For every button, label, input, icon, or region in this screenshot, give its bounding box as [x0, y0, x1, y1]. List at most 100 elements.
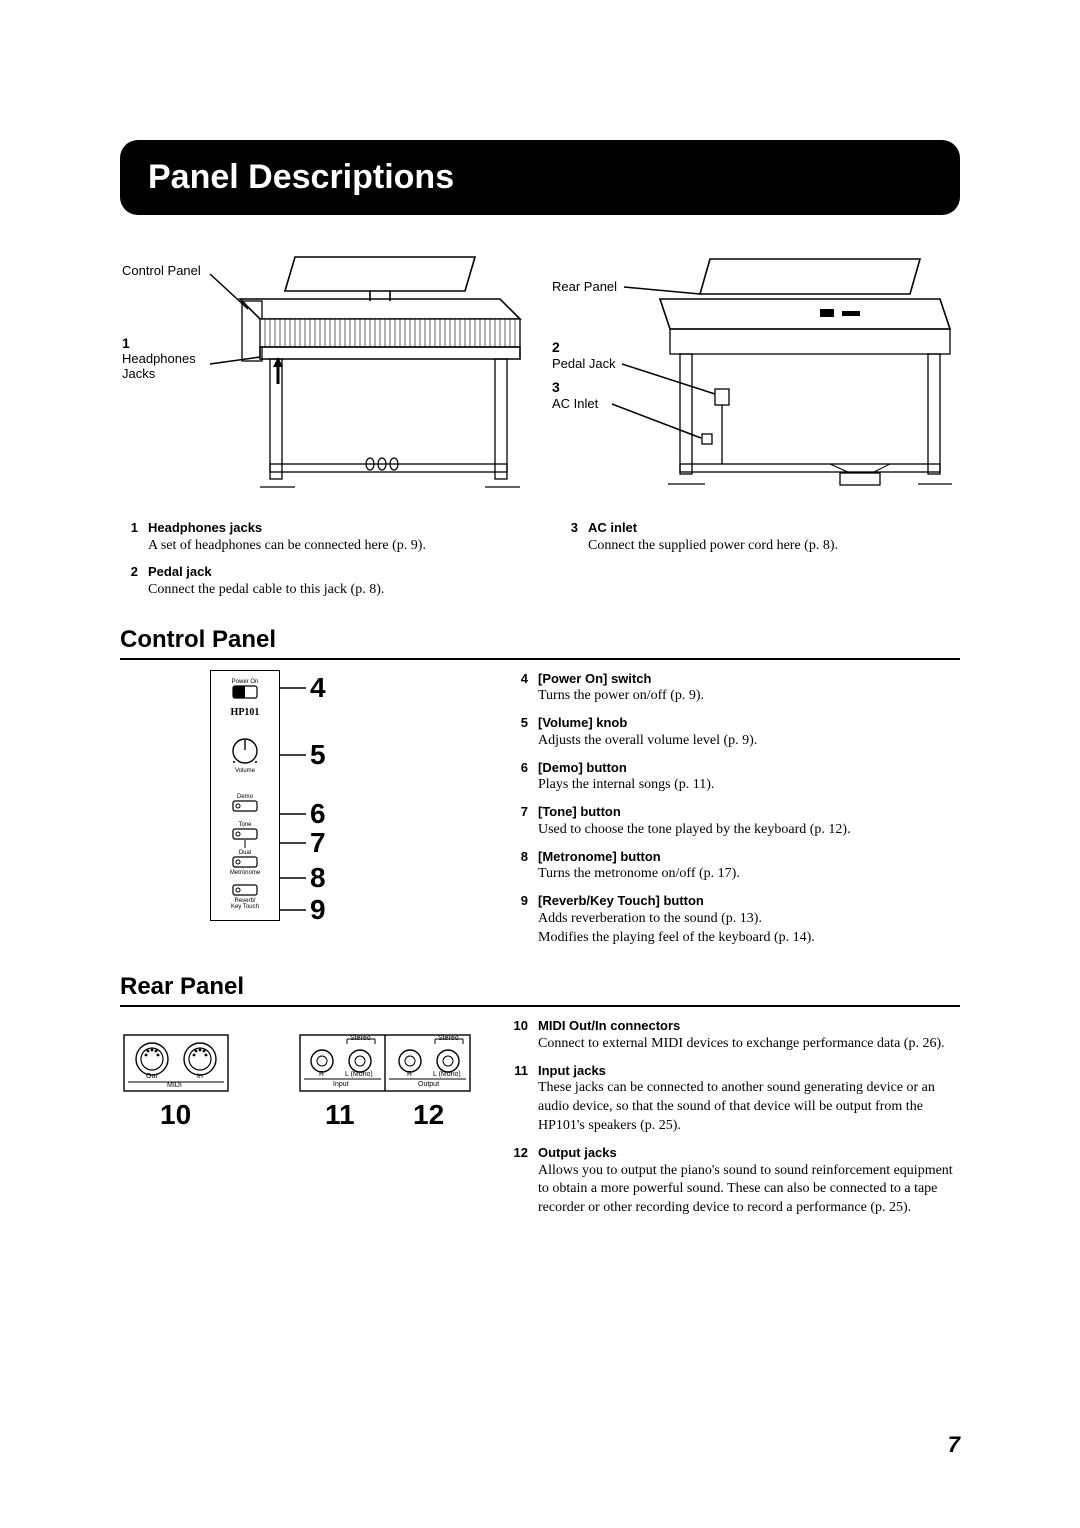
input-label: Input: [333, 1081, 349, 1088]
item-body: [Reverb/Key Touch] buttonAdds reverberat…: [538, 892, 815, 947]
control-panel-items: 4 [Power On] switchTurns the power on/off…: [510, 670, 960, 956]
item-name: [Metronome] button: [538, 848, 740, 866]
headphones-label-2: Jacks: [122, 366, 155, 381]
piano-diagrams-row: Control Panel 1 Headphones Jacks: [120, 239, 960, 509]
item-body: AC inletConnect the supplied power cord …: [588, 519, 838, 555]
midi-label: MIDI: [167, 1082, 182, 1089]
item-name: Output jacks: [538, 1144, 960, 1162]
front-piano-diagram: Control Panel 1 Headphones Jacks: [120, 239, 530, 509]
item-desc: Turns the power on/off (p. 9).: [538, 687, 704, 706]
callout-12: 12: [413, 1099, 444, 1131]
pedal-label: Pedal Jack: [552, 356, 616, 371]
list-item: 3AC inletConnect the supplied power cord…: [560, 519, 960, 555]
page-number: 7: [948, 1432, 960, 1458]
item-number: 5: [510, 714, 528, 750]
list-item: 11Input jacksThese jacks can be connecte…: [510, 1062, 960, 1136]
item-desc: Turns the metronome on/off (p. 17).: [538, 865, 740, 884]
control-panel-section: Power On HP101 Volume Demo Tone Dual Met…: [120, 670, 960, 956]
list-item: 9[Reverb/Key Touch] buttonAdds reverbera…: [510, 892, 960, 947]
callout-6: 6: [310, 798, 326, 830]
item-body: [Volume] knobAdjusts the overall volume …: [538, 714, 757, 750]
item-body: [Tone] buttonUsed to choose the tone pla…: [538, 803, 851, 839]
item-name: [Tone] button: [538, 803, 851, 821]
item-number: 6: [510, 759, 528, 795]
callout-8: 8: [310, 862, 326, 894]
callout-10: 10: [160, 1099, 191, 1131]
item-body: Headphones jacksA set of headphones can …: [148, 519, 426, 555]
rear-piano-diagram: Rear Panel 2 Pedal Jack 3 AC Inlet: [550, 239, 960, 509]
ac-label: AC Inlet: [552, 396, 598, 411]
item-name: Input jacks: [538, 1062, 960, 1080]
item-number: 10: [510, 1017, 528, 1053]
item-desc: Adjusts the overall volume level (p. 9).: [538, 732, 757, 751]
item-name: Pedal jack: [148, 563, 384, 581]
midi-in-label: In: [197, 1073, 203, 1080]
list-item: 12Output jacksAllows you to output the p…: [510, 1144, 960, 1218]
r-2: R: [407, 1071, 412, 1078]
item-name: Headphones jacks: [148, 519, 426, 537]
item-number: 4: [510, 670, 528, 706]
item-name: AC inlet: [588, 519, 838, 537]
item-desc: These jacks can be connected to another …: [538, 1079, 960, 1136]
list-item: 5 [Volume] knobAdjusts the overall volume…: [510, 714, 960, 750]
rear-panel-graphic: Out In MIDI Stereo Stereo R L (Mono) R L…: [120, 1017, 480, 1167]
item-desc: Connect to external MIDI devices to exch…: [538, 1035, 945, 1054]
stereo-1: Stereo: [350, 1035, 371, 1042]
item-number: 8: [510, 848, 528, 884]
lmono-1: L (Mono): [345, 1071, 373, 1078]
item-desc: Allows you to output the piano's sound t…: [538, 1162, 960, 1219]
item-number: 7: [510, 803, 528, 839]
r-1: R: [319, 1071, 324, 1078]
callout-11: 11: [325, 1099, 355, 1131]
notes-left-col: 1 Headphones jacksA set of headphones can…: [120, 519, 520, 608]
list-item: 6[Demo] buttonPlays the internal songs (…: [510, 759, 960, 795]
lmono-2: L (Mono): [433, 1071, 461, 1078]
model-label: HP101: [231, 707, 260, 718]
page-title-banner: Panel Descriptions: [120, 140, 960, 215]
item-body: Input jacksThese jacks can be connected …: [538, 1062, 960, 1136]
output-label: Output: [418, 1081, 439, 1088]
rear-panel-heading: Rear Panel: [120, 973, 960, 1007]
item-body: [Power On] switchTurns the power on/off …: [538, 670, 704, 706]
item-name: [Power On] switch: [538, 670, 704, 688]
item-name: [Volume] knob: [538, 714, 757, 732]
list-item: 1 Headphones jacksA set of headphones can…: [120, 519, 520, 555]
headphones-label-1: Headphones: [122, 351, 196, 366]
callout-4: 4: [310, 672, 326, 704]
callout-5: 5: [310, 739, 326, 771]
control-panel-label: Control Panel: [122, 263, 201, 278]
item-body: Output jacksAllows you to output the pia…: [538, 1144, 960, 1218]
item-number: 11: [510, 1062, 528, 1136]
item-number: 12: [510, 1144, 528, 1218]
item-name: MIDI Out/In connectors: [538, 1017, 945, 1035]
item-body: Pedal jackConnect the pedal cable to thi…: [148, 563, 384, 599]
notes-right-col: 3AC inletConnect the supplied power cord…: [560, 519, 960, 608]
rear-panel-label: Rear Panel: [552, 279, 617, 294]
control-panel-heading: Control Panel: [120, 626, 960, 660]
item-number: 2: [120, 563, 138, 599]
pedal-num: 2: [552, 339, 560, 355]
front-piano-svg: [120, 239, 530, 509]
item-body: [Metronome] buttonTurns the metronome on…: [538, 848, 740, 884]
volume-label: Volume: [235, 768, 255, 774]
callout-9: 9: [310, 894, 326, 926]
headphones-num: 1: [122, 335, 130, 351]
item-number: 9: [510, 892, 528, 947]
rear-panel-items: 10 MIDI Out/In connectorsConnect to exter…: [510, 1017, 960, 1226]
stereo-2: Stereo: [438, 1035, 459, 1042]
midi-out-label: Out: [146, 1073, 157, 1080]
item-number: 1: [120, 519, 138, 555]
diagram-notes-row: 1 Headphones jacksA set of headphones can…: [120, 519, 960, 608]
ac-num: 3: [552, 379, 560, 395]
callout-7: 7: [310, 827, 326, 859]
item-desc: A set of headphones can be connected her…: [148, 537, 426, 556]
item-desc: Connect the pedal cable to this jack (p.…: [148, 581, 384, 600]
rear-panel-section: Out In MIDI Stereo Stereo R L (Mono) R L…: [120, 1017, 960, 1226]
item-name: [Reverb/Key Touch] button: [538, 892, 815, 910]
item-desc: Connect the supplied power cord here (p.…: [588, 537, 838, 556]
reverb-label: Reverb/ Key Touch: [231, 898, 259, 910]
item-desc: Plays the internal songs (p. 11).: [538, 776, 714, 795]
page-title: Panel Descriptions: [148, 158, 932, 197]
list-item: 7 [Tone] buttonUsed to choose the tone pl…: [510, 803, 960, 839]
list-item: 8 [Metronome] buttonTurns the metronome o…: [510, 848, 960, 884]
